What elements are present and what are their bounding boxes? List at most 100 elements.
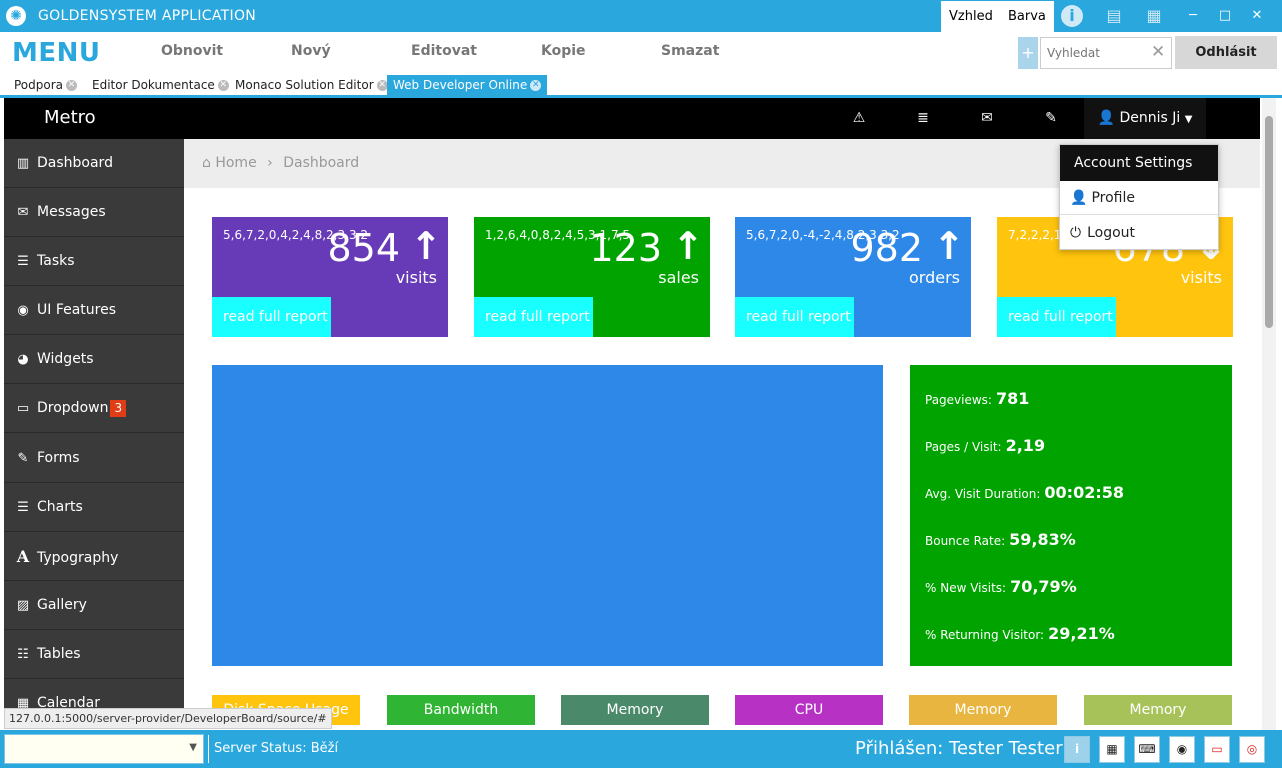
sidebar-item-dropdown[interactable]: ▭ Dropdown 3 <box>4 384 184 433</box>
stat-tile-orders: 5,6,7,2,0,-4,-2,4,8,2,3,3,2 982 ↑ orders… <box>735 217 971 337</box>
logout-button[interactable]: Odhlásit <box>1175 36 1277 69</box>
server-status-label: Server Status: <box>214 741 307 756</box>
search-input[interactable] <box>1047 38 1147 68</box>
stat-tile-sales: 1,2,6,4,0,8,2,4,5,3,1,7,5 123 ↑ sales re… <box>474 217 710 337</box>
keyboard-icon[interactable]: ⌨ <box>1134 736 1160 763</box>
tile-label: visits <box>395 268 437 287</box>
app-logo-icon: ✺ <box>6 6 26 26</box>
wrench-icon[interactable]: ✎ <box>1045 110 1057 126</box>
layout-icon[interactable]: ▦ <box>1146 6 1162 25</box>
stat-bounce-rate: Bounce Rate: 59,83% <box>925 530 1076 549</box>
server-status: Server Status: Běží <box>214 741 338 756</box>
sidebar-item-label: Dropdown <box>37 400 109 416</box>
read-report-link[interactable]: read full report <box>212 297 331 337</box>
stat-label: Pages / Visit: <box>925 440 1002 454</box>
user-icon: 👤 <box>1070 190 1088 206</box>
read-report-link[interactable]: read full report <box>474 297 593 337</box>
list-icon: ☰ <box>17 500 29 515</box>
tile-value: 854 <box>327 226 400 270</box>
tile-sparkline: 1,2,6,4,0,8,2,4,5,3,1,7,5 <box>485 228 631 242</box>
tasks-icon: ☰ <box>17 254 29 269</box>
arrow-up-icon: ↑ <box>933 224 965 268</box>
scrollbar-thumb[interactable] <box>1265 116 1273 328</box>
stat-value: 00:02:58 <box>1044 483 1124 502</box>
doc-tab-podpora[interactable]: Podpora ✕ <box>14 76 78 96</box>
tile-value: 982 <box>850 226 923 270</box>
book-icon[interactable]: ▤ <box>1106 6 1122 25</box>
widget-cpu[interactable]: CPU <box>735 695 883 725</box>
status-combo[interactable]: ▼ <box>4 734 204 764</box>
vertical-scrollbar[interactable] <box>1262 98 1276 730</box>
read-report-link[interactable]: read full report <box>735 297 854 337</box>
brand[interactable]: Metro <box>44 107 96 128</box>
sidebar-item-label: Calendar <box>37 695 100 711</box>
sidebar-item-ui-features[interactable]: ◉ UI Features <box>4 286 184 335</box>
status-divider <box>208 735 209 763</box>
sidebar-item-widgets[interactable]: ◕ Widgets <box>4 335 184 384</box>
window-title: GOLDENSYSTEM APPLICATION <box>38 8 257 24</box>
stat-tile-visits: 5,6,7,2,0,4,2,4,8,2,3,3,2 854 ↑ visits r… <box>212 217 448 337</box>
close-tab-icon[interactable]: ✕ <box>217 80 229 91</box>
lifebuoy-icon[interactable]: ◎ <box>1239 736 1265 763</box>
sidebar-item-dashboard[interactable]: ▥ Dashboard <box>4 139 184 188</box>
new-button[interactable]: Nový <box>291 43 331 59</box>
widget-memory-2[interactable]: Memory <box>909 695 1057 725</box>
close-tab-icon[interactable]: ✕ <box>66 80 78 91</box>
stat-new-visits: % New Visits: 70,79% <box>925 577 1077 596</box>
close-tab-icon[interactable]: ✕ <box>530 80 542 91</box>
warning-icon[interactable]: ⚠ <box>852 110 866 126</box>
minimize-icon[interactable]: ─ <box>1189 8 1197 23</box>
sidebar-item-label: Dashboard <box>37 155 113 171</box>
sidebar-item-forms[interactable]: ✎ Forms <box>4 434 184 483</box>
eye-icon[interactable]: ◉ <box>1169 736 1195 763</box>
sidebar-item-gallery[interactable]: ▨ Gallery <box>4 581 184 630</box>
widget-bandwidth[interactable]: Bandwidth <box>387 695 535 725</box>
calendar-icon: ▦ <box>16 696 30 711</box>
refresh-button[interactable]: Obnovit <box>161 43 224 59</box>
widget-memory[interactable]: Memory <box>561 695 709 725</box>
profile-menu-item[interactable]: 👤 Profile <box>1060 181 1218 215</box>
tab-vzhled[interactable]: Vzhled <box>941 1 1001 32</box>
doc-tab-web-developer[interactable]: Web Developer Online ✕ <box>387 75 548 96</box>
maximize-icon[interactable]: □ <box>1218 8 1232 23</box>
stat-label: Bounce Rate: <box>925 534 1006 548</box>
sidebar-item-label: Gallery <box>37 597 87 613</box>
user-menu[interactable]: 👤 Dennis Ji ▼ <box>1084 98 1206 139</box>
close-icon[interactable]: ✕ <box>1251 8 1263 23</box>
doc-tab-monaco[interactable]: Monaco Solution Editor ✕ <box>235 76 388 96</box>
tile-label: visits <box>1180 268 1222 287</box>
edit-button[interactable]: Editovat <box>411 43 477 59</box>
widget-memory-3[interactable]: Memory <box>1084 695 1232 725</box>
arrow-up-icon: ↑ <box>410 224 442 268</box>
close-tab-icon[interactable]: ✕ <box>376 80 388 91</box>
tab-barva[interactable]: Barva <box>1000 1 1054 32</box>
logged-in-user: Přihlášen: Tester Tester <box>855 738 1063 759</box>
info-icon[interactable]: i <box>1061 5 1083 27</box>
info-icon[interactable]: i <box>1064 736 1090 763</box>
user-icon: 👤 <box>1097 110 1116 126</box>
breadcrumb-current: Dashboard <box>283 155 360 171</box>
mail-icon[interactable]: ✉ <box>981 110 993 126</box>
sidebar-item-tasks[interactable]: ☰ Tasks <box>4 237 184 286</box>
tab-divider <box>0 95 1282 98</box>
sidebar-item-charts[interactable]: ☰ Charts <box>4 483 184 532</box>
edit-icon: ✎ <box>17 451 29 466</box>
font-icon: A <box>16 547 30 566</box>
calculator-icon[interactable]: ▦ <box>1099 736 1125 763</box>
monitor-icon[interactable]: ▭ <box>1204 736 1230 763</box>
sidebar-item-tables[interactable]: ☷ Tables <box>4 630 184 679</box>
main-chart-panel <box>212 365 883 666</box>
breadcrumb-home[interactable]: Home <box>215 155 257 171</box>
clear-search-icon[interactable]: ✕ <box>1151 42 1166 62</box>
folder-icon: ▭ <box>16 401 30 416</box>
doc-tab-editor-dokumentace[interactable]: Editor Dokumentace ✕ <box>92 76 229 96</box>
delete-button[interactable]: Smazat <box>661 43 720 59</box>
list-icon[interactable]: ≣ <box>917 110 929 126</box>
add-icon[interactable]: + <box>1018 37 1038 69</box>
read-report-link[interactable]: read full report <box>997 297 1116 337</box>
menu-title[interactable]: MENU <box>12 38 101 68</box>
sidebar-item-messages[interactable]: ✉ Messages <box>4 188 184 237</box>
copy-button[interactable]: Kopie <box>541 43 586 59</box>
logout-menu-item[interactable]: ⏻ Logout <box>1060 216 1218 250</box>
sidebar-item-typography[interactable]: A Typography <box>4 532 184 581</box>
